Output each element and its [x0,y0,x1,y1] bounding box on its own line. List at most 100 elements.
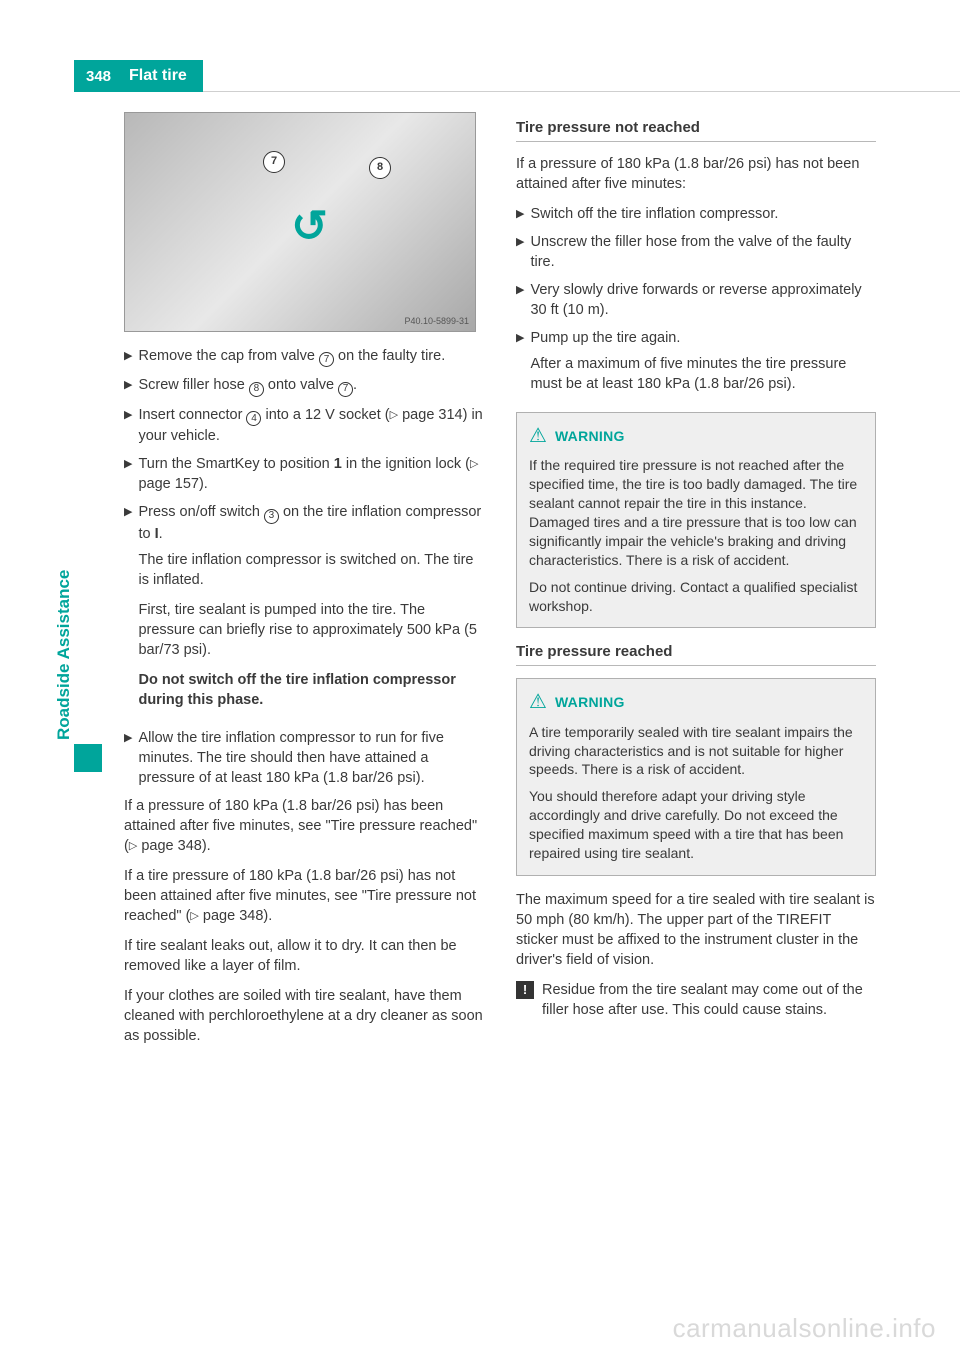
side-tab-label: Roadside Assistance [54,570,74,740]
step-screw-hose: ▶ Screw filler hose 8 onto valve 7. [124,375,484,396]
paragraph: If tire sealant leaks out, allow it to d… [124,936,484,976]
step-note: The tire inflation compressor is switche… [138,550,484,590]
text: page 348). [199,908,272,924]
right-column: Tire pressure not reached If a pressure … [516,112,876,1056]
pageref-icon: ▷ [190,909,198,924]
step-switch-off: ▶ Switch off the tire inflation compress… [516,204,876,224]
text: Pump up the tire again. [530,330,680,346]
step-body: Switch off the tire inflation compressor… [530,204,876,224]
warning-para: A tire temporarily sealed with tire seal… [529,723,863,780]
text: Screw filler hose [138,377,248,393]
step-marker-icon: ▶ [516,232,524,272]
warning-icon: ⚠ [529,689,547,717]
step-marker-icon: ▶ [124,502,132,719]
paragraph: If a pressure of 180 kPa (1.8 bar/26 psi… [124,796,484,856]
step-note-bold: Do not switch off the tire inflation com… [138,670,484,710]
circled-7: 7 [319,352,334,367]
step-body: Press on/off switch 3 on the tire inflat… [138,502,484,719]
step-insert-connector: ▶ Insert connector 4 into a 12 V socket … [124,405,484,446]
step-marker-icon: ▶ [124,454,132,494]
step-press-switch: ▶ Press on/off switch 3 on the tire infl… [124,502,484,719]
warning-label: WARNING [555,693,625,712]
text: If a tire pressure of 180 kPa (1.8 bar/2… [124,868,476,924]
text: on the faulty tire. [334,348,445,364]
warning-text: If the required tire pressure is not rea… [529,456,863,615]
warning-box: ⚠ WARNING A tire temporarily sealed with… [516,678,876,876]
text: page 348). [137,838,210,854]
step-body: Very slowly drive forwards or reverse ap… [530,280,876,320]
step-remove-cap: ▶ Remove the cap from valve 7 on the fau… [124,346,484,367]
text: in the ignition lock ( [342,456,470,472]
step-drive-slowly: ▶ Very slowly drive forwards or reverse … [516,280,876,320]
step-body: Pump up the tire again. After a maximum … [530,328,876,404]
step-body: Remove the cap from valve 7 on the fault… [138,346,484,367]
step-marker-icon: ▶ [124,728,132,788]
heading-not-reached: Tire pressure not reached [516,118,876,139]
pageref-icon: ▷ [470,457,478,472]
text: Press on/off switch [138,504,263,520]
text: into a 12 V socket ( [261,407,389,423]
step-body: Turn the SmartKey to position 1 in the i… [138,454,484,494]
circled-8: 8 [249,382,264,397]
tire-figure: 7 8 ↺ P40.10-5899-31 [124,112,476,332]
paragraph: If your clothes are soiled with tire sea… [124,986,484,1046]
page-number: 348 [74,60,121,92]
figure-callout-8: 8 [369,157,391,179]
warning-box: ⚠ WARNING If the required tire pressure … [516,412,876,629]
circled-3: 3 [264,509,279,524]
note-row: ! Residue from the tire sealant may come… [516,980,876,1020]
side-tab-square [74,744,102,772]
heading-reached: Tire pressure reached [516,642,876,663]
side-tab: Roadside Assistance [74,452,104,772]
step-marker-icon: ▶ [124,346,132,367]
note-text: Residue from the tire sealant may come o… [542,980,876,1020]
warning-icon: ⚠ [529,423,547,451]
paragraph: If a tire pressure of 180 kPa (1.8 bar/2… [124,866,484,926]
warning-head: ⚠ WARNING [529,689,863,717]
warning-para: Do not continue driving. Contact a quali… [529,578,863,616]
heading-rule [516,141,876,142]
figure-callout-7: 7 [263,151,285,173]
warning-para: If the required tire pressure is not rea… [529,456,863,569]
page-header: 348 Flat tire [74,60,960,92]
step-marker-icon: ▶ [516,328,524,404]
step-marker-icon: ▶ [124,405,132,446]
left-column: 7 8 ↺ P40.10-5899-31 ▶ Remove the cap fr… [124,112,484,1056]
header-rule [203,91,960,92]
warning-head: ⚠ WARNING [529,423,863,451]
text: Remove the cap from valve [138,348,319,364]
warning-text: A tire temporarily sealed with tire seal… [529,723,863,863]
text: . [353,377,357,393]
step-body: Insert connector 4 into a 12 V socket (▷… [138,405,484,446]
step-marker-icon: ▶ [124,375,132,396]
step-body: Screw filler hose 8 onto valve 7. [138,375,484,396]
step-marker-icon: ▶ [516,280,524,320]
page-title: Flat tire [121,60,203,92]
text: Turn the SmartKey to position [138,456,333,472]
text-bold: 1 [334,456,342,472]
step-body: Allow the tire inflation compressor to r… [138,728,484,788]
step-note: First, tire sealant is pumped into the t… [138,600,484,660]
warning-para: You should therefore adapt your driving … [529,787,863,863]
pageref-icon: ▷ [390,408,398,423]
warning-label: WARNING [555,427,625,446]
content-area: 7 8 ↺ P40.10-5899-31 ▶ Remove the cap fr… [0,92,960,1056]
text: onto valve [264,377,338,393]
paragraph: The maximum speed for a tire sealed with… [516,890,876,970]
heading-rule [516,665,876,666]
paragraph: If a pressure of 180 kPa (1.8 bar/26 psi… [516,154,876,194]
circled-7: 7 [338,382,353,397]
note-icon: ! [516,981,534,999]
figure-arrow-icon: ↺ [291,197,328,258]
watermark: carmanualsonline.info [673,1313,936,1344]
figure-id: P40.10-5899-31 [404,315,469,327]
step-body: Unscrew the filler hose from the valve o… [530,232,876,272]
step-turn-key: ▶ Turn the SmartKey to position 1 in the… [124,454,484,494]
text: . [159,526,163,542]
step-unscrew: ▶ Unscrew the filler hose from the valve… [516,232,876,272]
step-pump-again: ▶ Pump up the tire again. After a maximu… [516,328,876,404]
step-run-compressor: ▶ Allow the tire inflation compressor to… [124,728,484,788]
step-marker-icon: ▶ [516,204,524,224]
circled-4: 4 [246,411,261,426]
text: Insert connector [138,407,246,423]
